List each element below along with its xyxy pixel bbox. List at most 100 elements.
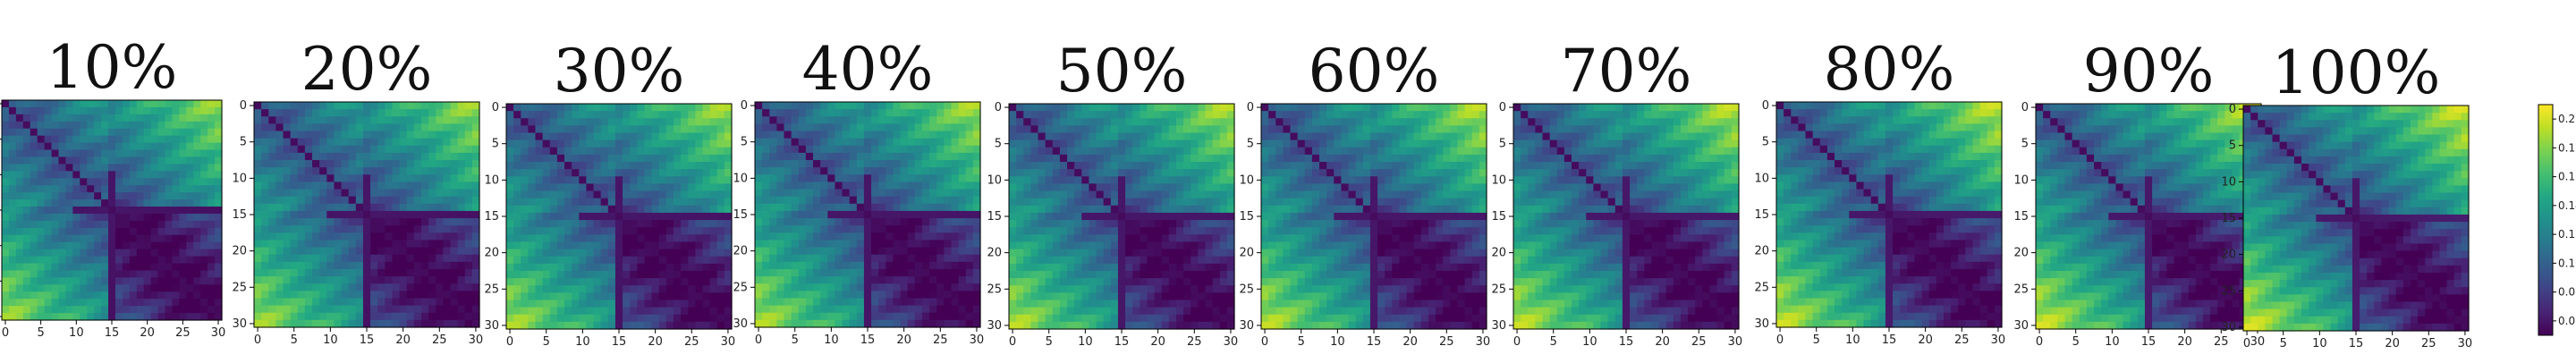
heatmap-cell <box>972 203 981 212</box>
heatmap-cell <box>755 109 763 117</box>
heatmap-cell <box>769 305 777 314</box>
heatmap-cell <box>593 212 602 221</box>
heatmap-cell <box>268 298 276 307</box>
heatmap-cell <box>1009 256 1017 265</box>
heatmap-cell <box>150 306 159 314</box>
heatmap-cell <box>1038 198 1046 207</box>
heatmap-cell <box>420 312 429 321</box>
heatmap-cell <box>681 256 689 265</box>
heatmap-cell <box>914 298 923 307</box>
heatmap-cell <box>1413 104 1422 112</box>
heatmap-cell <box>420 305 429 314</box>
heatmap-cell <box>637 249 646 257</box>
heatmap-cell <box>136 142 145 151</box>
heatmap-cell <box>1052 111 1061 119</box>
heatmap-cell <box>724 104 733 112</box>
heatmap-cell <box>900 319 909 328</box>
heatmap-cell <box>101 207 109 215</box>
heatmap-cell <box>283 225 292 233</box>
heatmap-cell <box>1154 249 1163 257</box>
heatmap-cell <box>399 138 408 147</box>
heatmap-cell <box>1038 212 1046 221</box>
heatmap-cell <box>261 305 269 314</box>
heatmap-cell <box>80 128 88 137</box>
heatmap-cell <box>1168 169 1177 177</box>
heatmap-cell <box>893 312 902 321</box>
heatmap-cell <box>355 109 364 117</box>
heatmap-cell <box>420 131 429 139</box>
heatmap-cell <box>72 178 80 186</box>
heatmap-cell <box>1154 162 1163 170</box>
heatmap-cell <box>186 199 194 207</box>
heatmap-cell <box>776 291 785 300</box>
heatmap-cell <box>593 263 602 272</box>
heatmap-cell <box>108 185 116 193</box>
x-tick-label: 10 <box>323 333 338 347</box>
heatmap-cell <box>399 247 408 256</box>
heatmap-cell <box>1212 241 1221 250</box>
heatmap-cell <box>87 128 95 137</box>
heatmap-cell <box>275 312 284 321</box>
heatmap-cell <box>261 312 269 321</box>
heatmap-cell <box>290 174 299 183</box>
heatmap-cell <box>549 321 558 330</box>
heatmap-cell <box>8 207 17 215</box>
heatmap-cell <box>630 139 638 148</box>
heatmap-cell <box>572 169 580 177</box>
heatmap-cell <box>1074 169 1082 177</box>
heatmap-cell <box>586 278 595 286</box>
heatmap-cell <box>1183 278 1191 286</box>
heatmap-cell <box>312 138 320 147</box>
heatmap-cell <box>673 111 682 119</box>
heatmap-cell <box>464 225 473 233</box>
heatmap-cell <box>1132 154 1140 163</box>
heatmap-cell <box>1168 300 1177 308</box>
heatmap-cell <box>413 160 422 168</box>
heatmap-cell <box>521 104 529 112</box>
heatmap-cell <box>1125 162 1133 170</box>
heatmap-cell <box>122 135 131 144</box>
heatmap-cell <box>784 225 792 233</box>
heatmap-cell <box>172 135 180 144</box>
heatmap-cell <box>129 241 138 250</box>
heatmap-cell <box>108 114 116 122</box>
heatmap-cell <box>856 138 865 147</box>
heatmap-cell <box>769 291 777 300</box>
heatmap-cell <box>334 268 343 277</box>
heatmap-cell <box>370 312 378 321</box>
heatmap-cell <box>878 203 886 212</box>
heatmap-cell <box>702 285 711 293</box>
heatmap-cell <box>921 189 930 198</box>
heatmap-cell <box>556 183 565 192</box>
heatmap-cell <box>51 185 60 193</box>
heatmap-cell <box>254 182 262 190</box>
heatmap-cell <box>1161 132 1170 141</box>
heatmap-cell <box>798 232 807 241</box>
heatmap-cell <box>377 167 386 175</box>
heatmap-cell <box>702 249 711 257</box>
heatmap-cell <box>958 102 967 110</box>
heatmap-cell <box>2 284 10 292</box>
heatmap-cell <box>1016 241 1024 250</box>
heatmap-cell <box>791 283 800 291</box>
heatmap-cell <box>341 240 350 249</box>
heatmap-cell <box>709 270 718 279</box>
heatmap-cell <box>15 291 24 300</box>
heatmap-cell <box>805 283 814 291</box>
heatmap-cell <box>1052 307 1061 316</box>
heatmap-cell <box>506 263 514 272</box>
heatmap-cell <box>1125 292 1133 301</box>
heatmap-cell <box>1030 183 1039 192</box>
heatmap-cell <box>44 234 53 243</box>
heatmap-cell <box>1096 285 1105 293</box>
heatmap-cell <box>436 123 444 132</box>
heatmap-cell <box>1125 270 1133 279</box>
heatmap-cell <box>702 132 711 141</box>
heatmap-cell <box>312 276 320 284</box>
heatmap-cell <box>630 154 638 163</box>
heatmap-cell <box>1205 314 1214 323</box>
heatmap-cell <box>644 314 653 323</box>
heatmap-cell <box>513 314 521 323</box>
heatmap-cell <box>1023 147 1031 156</box>
heatmap-cell <box>878 196 886 205</box>
